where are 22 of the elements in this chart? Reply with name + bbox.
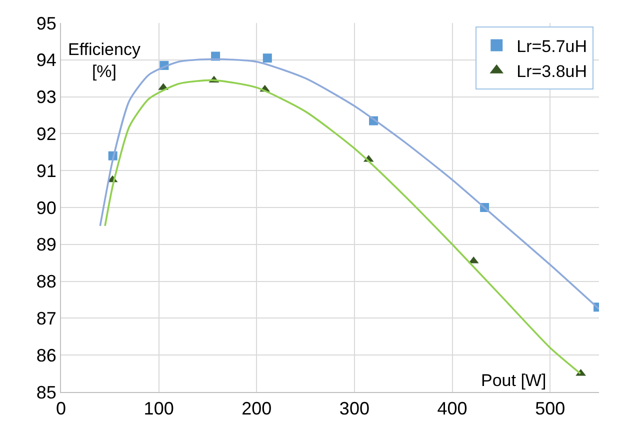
y-tick-label: 94	[36, 50, 56, 70]
x-tick-label: 0	[56, 398, 66, 419]
x-tick-label: 100	[144, 398, 174, 419]
y-tick-label: 87	[36, 308, 56, 328]
point	[262, 54, 272, 63]
legend-label: Lr=3.8uH	[516, 62, 588, 81]
y-tick-label: 95	[36, 13, 56, 34]
x-tick-label: 400	[437, 398, 468, 419]
x-tick-label: 500	[535, 398, 566, 419]
x-axis-title: Pout [W]	[481, 371, 546, 390]
y-tick-label: 93	[36, 87, 56, 108]
y-tick-label: 88	[36, 272, 56, 292]
y-tick-label: 86	[36, 345, 56, 366]
legend-label: Lr=5.7uH	[516, 36, 588, 56]
x-tick-label: 200	[242, 398, 272, 419]
y-tick-label: 91	[36, 160, 56, 181]
y-tick-label: 89	[36, 234, 56, 255]
y-tick-label: 92	[36, 124, 56, 144]
x-tick-label: 300	[339, 398, 370, 419]
y-axis-title: Efficiency [%]	[68, 40, 141, 82]
y-tick-label: 85	[36, 382, 56, 402]
y-tick-label: 90	[36, 198, 56, 218]
